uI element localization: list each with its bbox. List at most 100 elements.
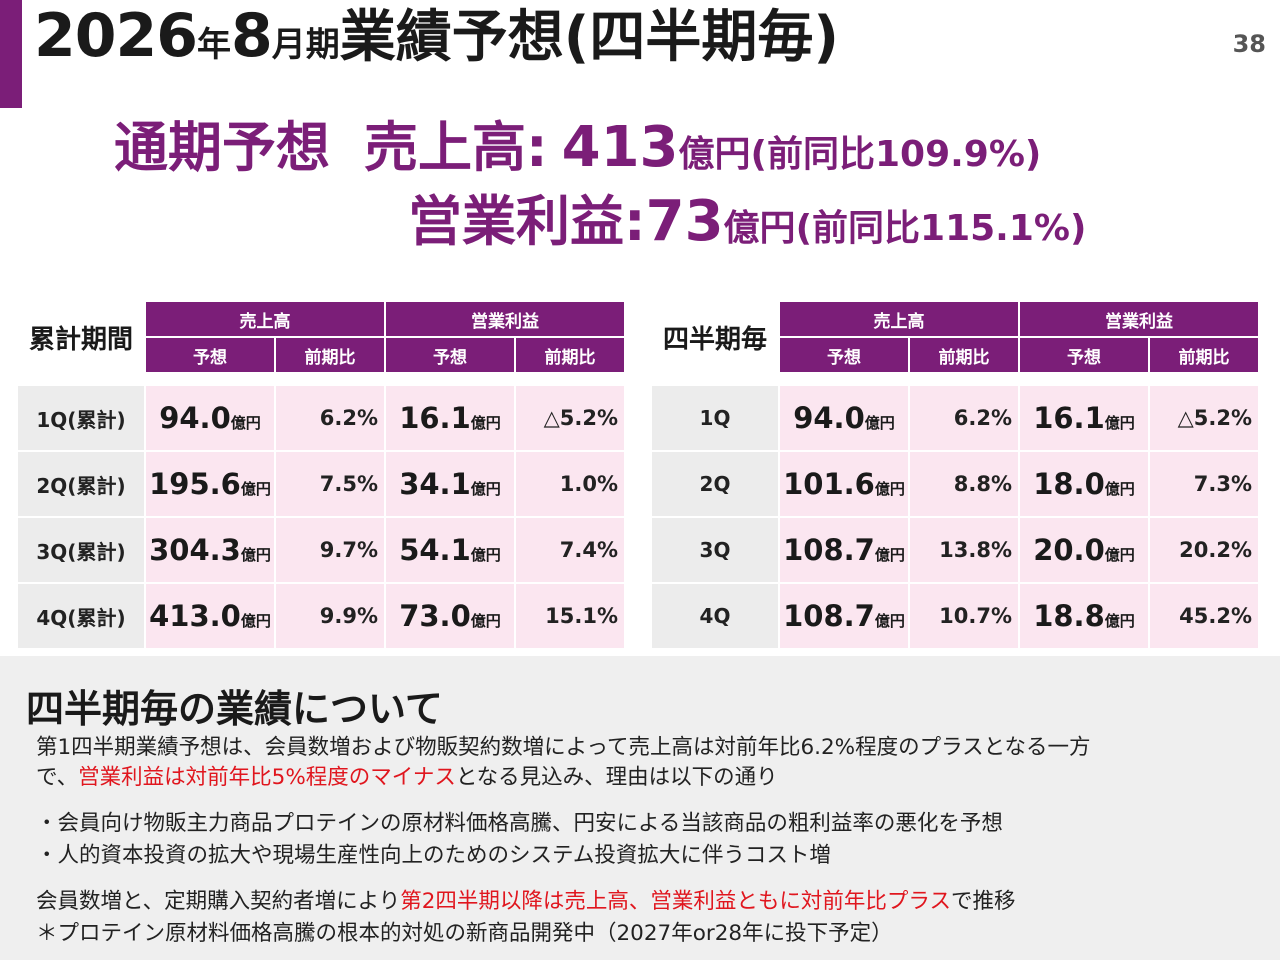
sales-forecast-cell: 94.0億円 (144, 384, 274, 450)
table-caption: 累計期間 (28, 324, 133, 355)
title-month-suffix: 月期 (271, 25, 340, 65)
op-yoy-cell: 7.4% (514, 516, 624, 582)
headline-sales-unit: 億円 (678, 134, 751, 175)
row-label: 4Q(累計) (18, 582, 144, 648)
op-forecast-cell: 20.0億円 (1018, 516, 1148, 582)
sub-header: 前期比 (908, 338, 1018, 372)
value-number: 73.0 (399, 599, 471, 633)
headline-sales-yoy: (前同比109.9%) (750, 134, 1042, 175)
value-number: 20.0 (1033, 533, 1105, 567)
table-row: 2Q 101.6億円 8.8% 18.0億円 7.3% (652, 450, 1258, 516)
value-number: 34.1 (399, 467, 471, 501)
value-unit: 億円 (874, 546, 905, 564)
sales-yoy-cell: 10.7% (908, 582, 1018, 648)
row-label: 3Q (652, 516, 778, 582)
op-yoy-cell: 7.3% (1148, 450, 1258, 516)
row-label: 4Q (652, 582, 778, 648)
group-header-op: 営業利益 (1018, 302, 1258, 338)
op-forecast-cell: 16.1億円 (384, 384, 514, 450)
title-year: 2026 (34, 1, 198, 71)
value-number: 18.0 (1033, 467, 1105, 501)
value-unit: 億円 (240, 546, 271, 564)
table-caption: 四半期毎 (662, 324, 767, 355)
op-forecast-cell: 18.8億円 (1018, 582, 1148, 648)
row-label: 3Q(累計) (18, 516, 144, 582)
group-header-sales: 売上高 (778, 302, 1018, 338)
group-header-op: 営業利益 (384, 302, 624, 338)
sales-forecast-cell: 108.7億円 (778, 582, 908, 648)
quarterly-forecast-table: 四半期毎 売上高 営業利益 予想 前期比 予想 前期比 1Q 94.0億円 6.… (652, 302, 1258, 648)
sales-forecast-cell: 195.6億円 (144, 450, 274, 516)
notes-bullet: ・人的資本投資の拡大や現場生産性向上のためのシステム投資拡大に伴うコスト増 (36, 843, 831, 868)
sales-forecast-cell: 413.0億円 (144, 582, 274, 648)
value-number: 54.1 (399, 533, 471, 567)
sub-header: 前期比 (514, 338, 624, 372)
value-unit: 億円 (864, 414, 895, 432)
value-unit: 億円 (470, 480, 501, 498)
value-number: 16.1 (1033, 401, 1105, 435)
notes-text: で、 (36, 765, 79, 790)
sales-yoy-cell: 9.7% (274, 516, 384, 582)
sub-header: 前期比 (274, 338, 384, 372)
op-forecast-cell: 18.0億円 (1018, 450, 1148, 516)
title-year-suffix: 年 (197, 25, 231, 65)
headline-op-value: 73 (645, 189, 724, 254)
table-row: 3Q 108.7億円 13.8% 20.0億円 20.2% (652, 516, 1258, 582)
op-yoy-cell: △5.2% (514, 384, 624, 450)
value-unit: 億円 (874, 480, 905, 498)
op-forecast-cell: 54.1億円 (384, 516, 514, 582)
row-label: 1Q(累計) (18, 384, 144, 450)
sub-header: 予想 (778, 338, 908, 372)
op-yoy-cell: 15.1% (514, 582, 624, 648)
headline-sales-label: 売上高: (364, 116, 548, 179)
table-row: 4Q(累計) 413.0億円 9.9% 73.0億円 15.1% (18, 582, 624, 648)
headline-op-yoy: (前同比115.1%) (795, 208, 1087, 249)
page-title: 2026年8月期業績予想(四半期毎) (34, 6, 839, 66)
value-number: 108.7 (783, 599, 875, 633)
op-yoy-cell: △5.2% (1148, 384, 1258, 450)
headline-label: 通期予想 (114, 116, 330, 179)
value-unit: 億円 (470, 546, 501, 564)
op-yoy-cell: 20.2% (1148, 516, 1258, 582)
title-month: 8 (231, 1, 273, 71)
group-header-sales: 売上高 (144, 302, 384, 338)
value-number: 108.7 (783, 533, 875, 567)
notes-panel: 四半期毎の業績について 第1四半期業績予想は、会員数増および物販契約数増によって… (0, 656, 1280, 960)
sales-forecast-cell: 94.0億円 (778, 384, 908, 450)
value-unit: 億円 (1104, 414, 1135, 432)
value-unit: 億円 (240, 612, 271, 630)
sub-header: 前期比 (1148, 338, 1258, 372)
value-unit: 億円 (1104, 546, 1135, 564)
sales-yoy-cell: 6.2% (274, 384, 384, 450)
notes-text: で推移 (950, 889, 1016, 914)
notes-footnote: ＊プロテイン原材料価格高騰の根本的対処の新商品開発中（2027年or28年に投下… (36, 921, 893, 946)
table-row: 1Q 94.0億円 6.2% 16.1億円 △5.2% (652, 384, 1258, 450)
title-accent-bar (0, 0, 22, 108)
value-unit: 億円 (1104, 612, 1135, 630)
notes-highlight: 第2四半期以降は売上高、営業利益ともに対前年比プラス (400, 889, 951, 914)
value-unit: 億円 (240, 480, 271, 498)
page-number: 38 (1232, 30, 1266, 58)
sales-yoy-cell: 6.2% (908, 384, 1018, 450)
notes-highlight: 営業利益は対前年比5%程度のマイナス (78, 765, 456, 790)
sub-header: 予想 (1018, 338, 1148, 372)
sub-header: 予想 (384, 338, 514, 372)
sales-forecast-cell: 101.6億円 (778, 450, 908, 516)
table-row: 2Q(累計) 195.6億円 7.5% 34.1億円 1.0% (18, 450, 624, 516)
sales-yoy-cell: 9.9% (274, 582, 384, 648)
value-number: 94.0 (793, 401, 865, 435)
headline-sales-value: 413 (561, 115, 679, 180)
op-forecast-cell: 73.0億円 (384, 582, 514, 648)
headline-op-label: 営業利益: (408, 190, 646, 253)
value-number: 195.6 (149, 467, 241, 501)
notes-bullet: ・会員向け物販主力商品プロテインの原材料価格高騰、円安による当該商品の粗利益率の… (36, 811, 1003, 836)
headline-sales: 通期予想 売上高: 413億円(前同比109.9%) (114, 120, 1041, 176)
value-number: 16.1 (399, 401, 471, 435)
row-label: 1Q (652, 384, 778, 450)
notes-title: 四半期毎の業績について (26, 687, 443, 731)
op-forecast-cell: 16.1億円 (1018, 384, 1148, 450)
op-forecast-cell: 34.1億円 (384, 450, 514, 516)
value-number: 304.3 (149, 533, 241, 567)
value-unit: 億円 (874, 612, 905, 630)
value-number: 18.8 (1033, 599, 1105, 633)
